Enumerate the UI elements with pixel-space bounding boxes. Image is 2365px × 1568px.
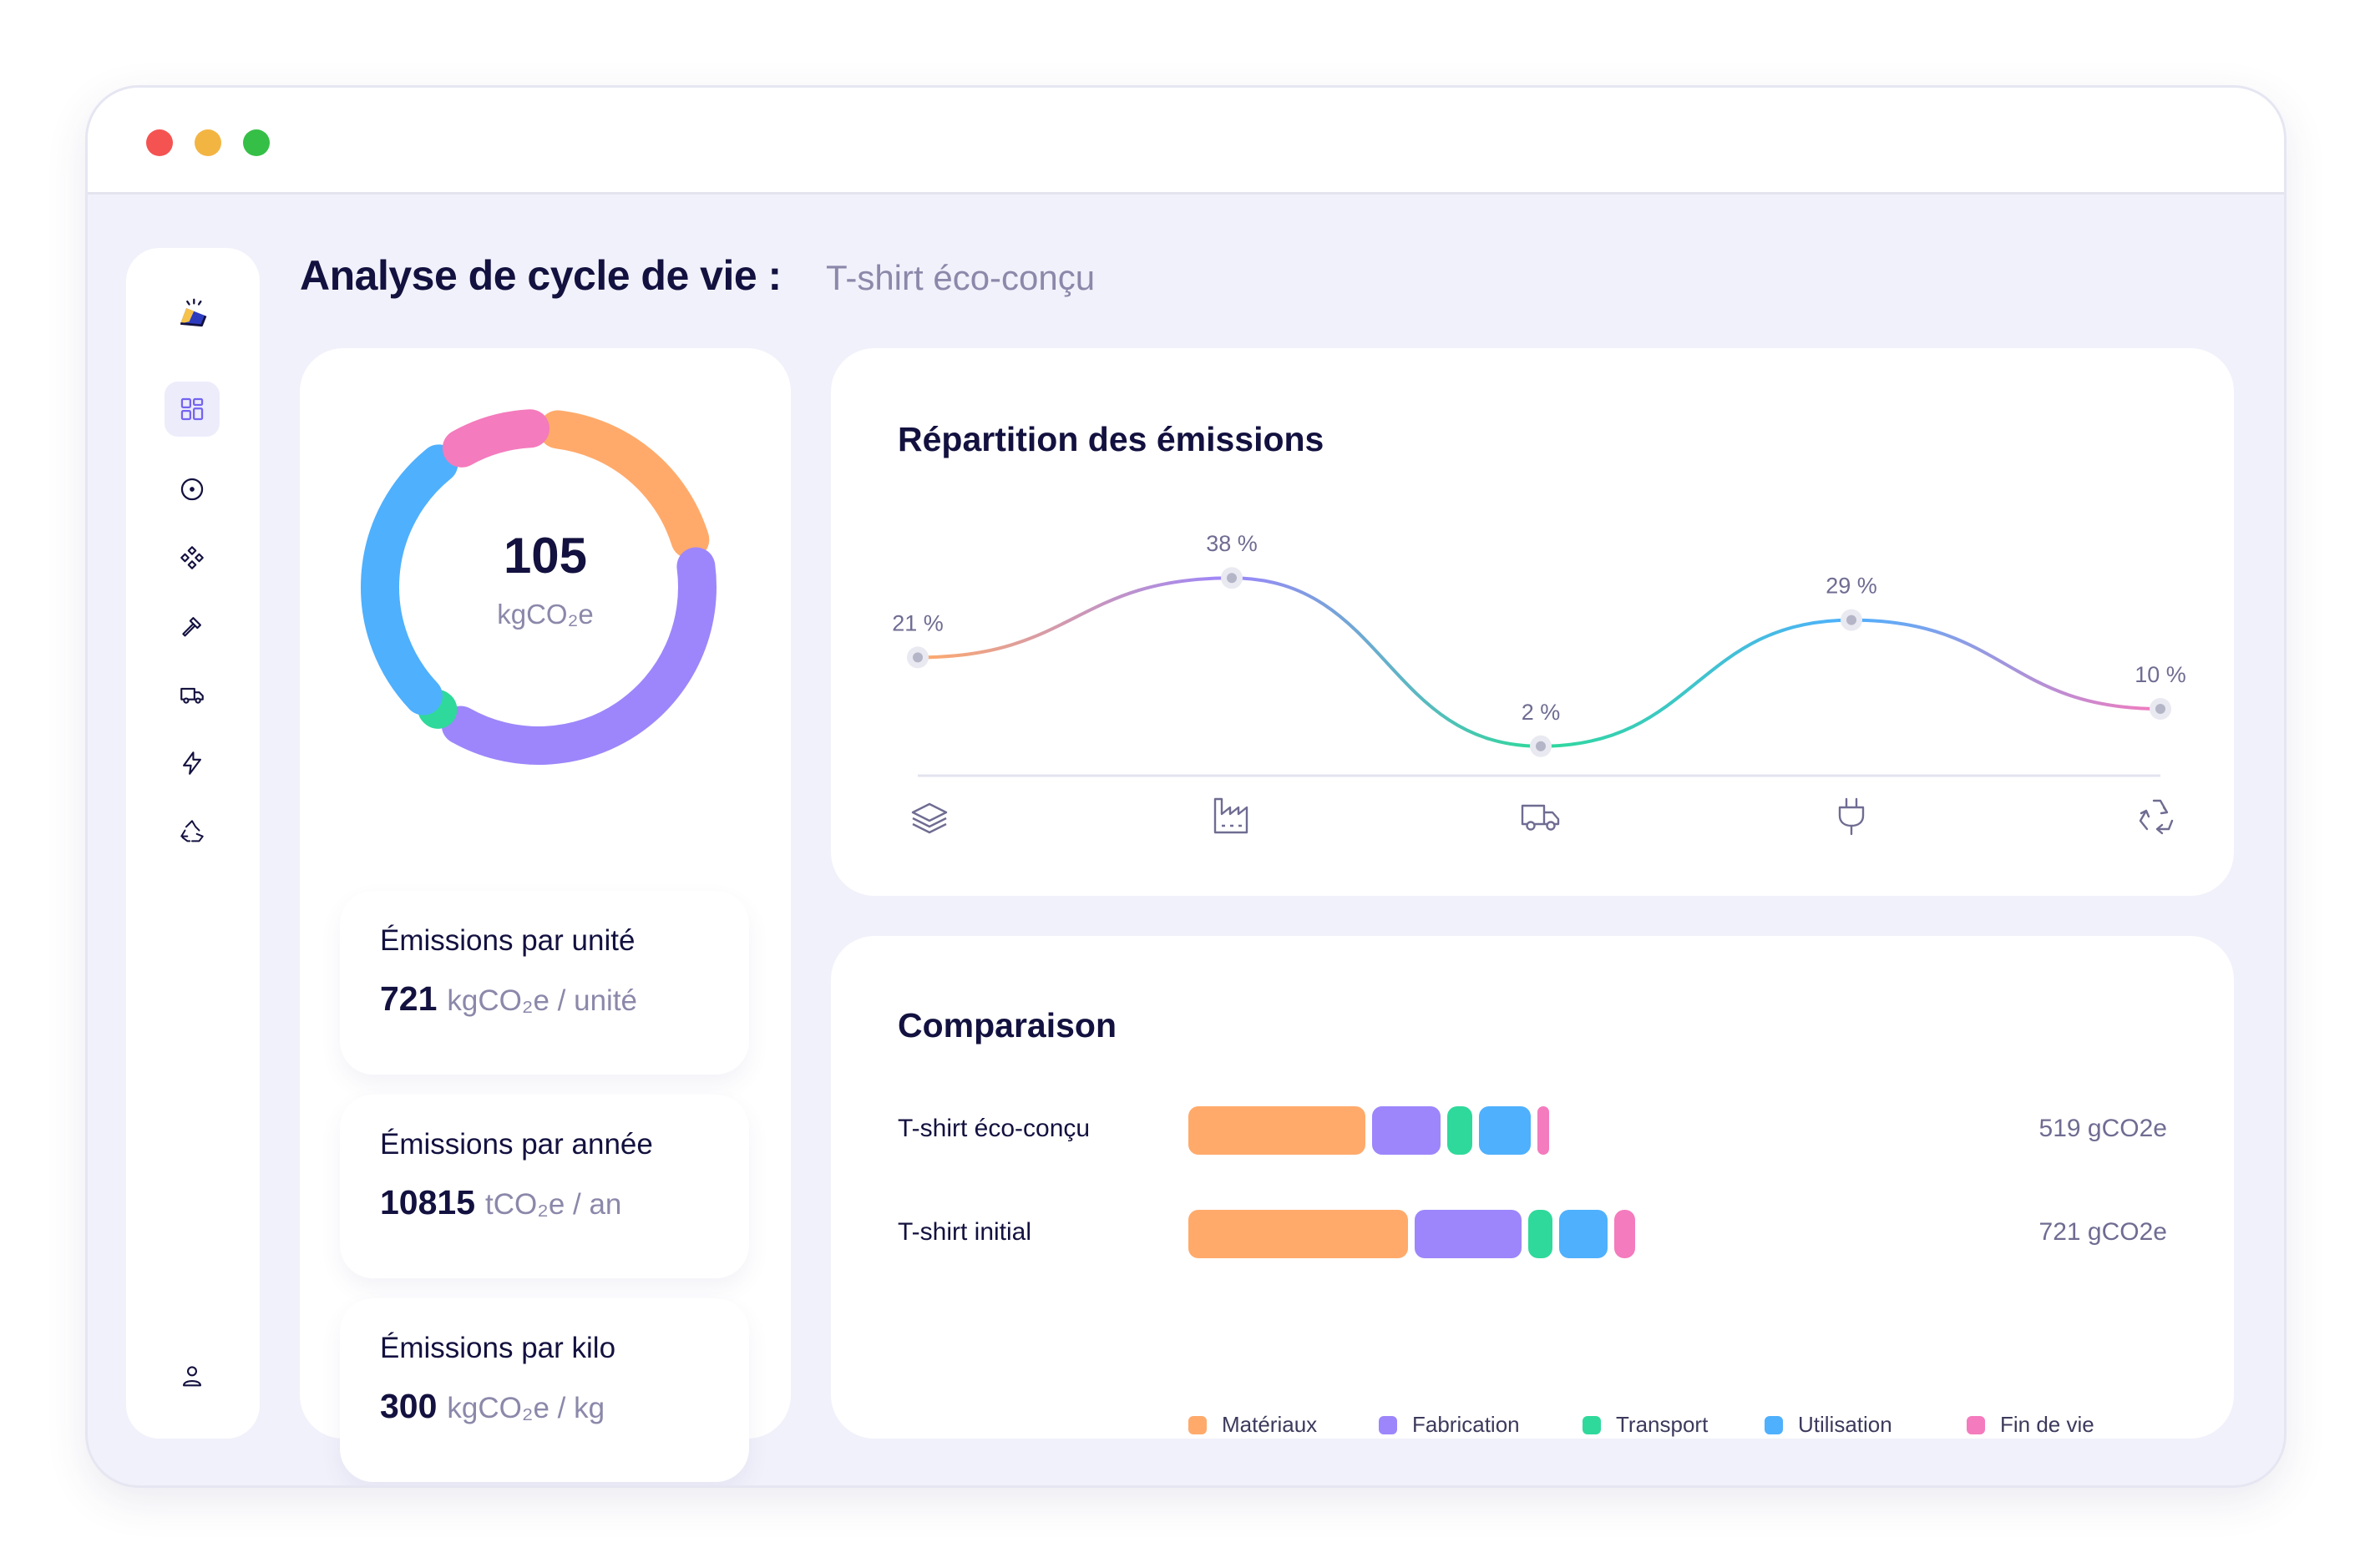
plug-icon (1838, 797, 1865, 836)
data-label: 29 % (1826, 574, 1877, 599)
stat-card-per-year: Émissions par année 10815 tCO₂e / an (340, 1095, 749, 1278)
stat-label: Émissions par kilo (380, 1332, 616, 1364)
bar-segment[interactable] (1559, 1210, 1608, 1258)
comparison-title: Comparaison (898, 1006, 1117, 1044)
legend-label: Transport (1616, 1412, 1709, 1437)
stat-card-per-kilo: Émissions par kilo 300 kgCO₂e / kg (340, 1298, 749, 1482)
stat-unit: kgCO₂e / unité (447, 984, 638, 1017)
sidebar-item-target[interactable] (165, 462, 220, 517)
legend-label: Utilisation (1798, 1412, 1892, 1437)
factory-icon (1213, 797, 1248, 834)
sidebar-item-account[interactable] (165, 1348, 220, 1404)
emissions-breakdown-card: Répartition des émissions 21 % 38 % 2 % 29 … (831, 348, 2234, 896)
sidebar-item-energy[interactable] (165, 736, 220, 791)
sidebar-item-tools[interactable] (165, 599, 220, 654)
donut-segment (361, 444, 458, 716)
stat-unit: kgCO₂e / kg (447, 1392, 605, 1424)
emissions-donut-chart (361, 409, 717, 765)
comparison-row-label: T-shirt éco-conçu (898, 1115, 1091, 1142)
comparison-card: Comparaison T-shirt éco-conçu 519 gCO2e T-… (831, 936, 2234, 1439)
sidebar-item-recycling[interactable] (165, 804, 220, 859)
bar-segment[interactable] (1479, 1106, 1531, 1155)
legend-swatch (1583, 1416, 1601, 1434)
user-icon (183, 1366, 201, 1387)
close-window-button[interactable] (146, 129, 173, 156)
data-label: 10 % (2135, 662, 2186, 687)
data-point[interactable] (1846, 615, 1856, 625)
recycle-icon (180, 820, 204, 842)
total-emissions-unit: kgCO₂e (497, 599, 594, 630)
donut-segment (441, 547, 717, 765)
legend-swatch (1765, 1416, 1783, 1434)
bar-segment[interactable] (1372, 1106, 1441, 1155)
data-label: 21 % (892, 610, 944, 635)
comparison-row-label: T-shirt initial (898, 1218, 1032, 1246)
data-label: 38 % (1206, 531, 1258, 556)
data-point[interactable] (2155, 704, 2165, 714)
stat-unit: tCO₂e / an (485, 1188, 622, 1221)
recycle-icon (2139, 799, 2174, 835)
bar-segment[interactable] (1188, 1210, 1408, 1258)
stat-value: 721 (380, 979, 438, 1018)
bar-segment[interactable] (1537, 1106, 1549, 1155)
hammer-icon (182, 617, 201, 637)
legend-label: Fin de vie (2000, 1412, 2094, 1437)
total-emissions-value: 105 (503, 528, 588, 584)
data-label: 2 % (1522, 700, 1561, 725)
donut-segment (442, 409, 550, 468)
sidebar-item-components[interactable] (165, 530, 220, 585)
stat-label: Émissions par année (380, 1128, 653, 1161)
maximize-window-button[interactable] (243, 129, 270, 156)
data-point[interactable] (1227, 573, 1237, 584)
target-icon (180, 478, 204, 501)
legend-label: Matériaux (1222, 1412, 1318, 1437)
comparison-row-total: 721 gCO2e (2038, 1218, 2167, 1246)
truck-icon (180, 687, 204, 704)
bar-segment[interactable] (1613, 1210, 1636, 1258)
breakdown-title: Répartition des émissions (898, 420, 1324, 458)
truck-icon (1521, 804, 1560, 831)
comparison-row-total: 519 gCO2e (2038, 1115, 2167, 1142)
legend-label: Fabrication (1412, 1412, 1520, 1437)
summary-card: 105 kgCO₂e Émissions par unité 721 kgCO₂e… (300, 348, 791, 1482)
sidebar-item-transport[interactable] (165, 667, 220, 722)
page-title: Analyse de cycle de vie : (300, 252, 782, 299)
sidebar-item-dashboard[interactable] (165, 382, 220, 437)
bar-segment[interactable] (1414, 1210, 1522, 1258)
app-logo-icon[interactable] (165, 286, 220, 341)
dashboard-grid-icon (180, 397, 204, 421)
legend-swatch (1379, 1416, 1397, 1434)
emissions-line-chart: 21 % 38 % 2 % 29 % 10 % (892, 531, 2186, 836)
bar-segment[interactable] (1446, 1106, 1473, 1155)
sidebar (126, 248, 260, 1439)
page-subtitle: T-shirt éco-conçu (826, 258, 1096, 297)
stat-value: 10815 (380, 1183, 476, 1222)
data-point[interactable] (1536, 741, 1546, 751)
stat-label: Émissions par unité (380, 924, 636, 957)
stat-value: 300 (380, 1387, 438, 1425)
bar-segment[interactable] (1527, 1210, 1553, 1258)
bar-segment[interactable] (1188, 1106, 1366, 1155)
legend-swatch (1188, 1416, 1207, 1434)
data-point[interactable] (913, 652, 923, 663)
stat-card-per-unit: Émissions par unité 721 kgCO₂e / unité (340, 891, 749, 1075)
lightning-icon (183, 751, 201, 775)
donut-segment (539, 410, 710, 559)
minimize-window-button[interactable] (195, 129, 221, 156)
legend-swatch (1967, 1416, 1985, 1434)
components-icon (180, 546, 204, 569)
app-window: Analyse de cycle de vie : T-shirt éco-co… (85, 85, 2287, 1488)
layers-icon (911, 802, 948, 834)
window-titlebar (88, 88, 2284, 195)
